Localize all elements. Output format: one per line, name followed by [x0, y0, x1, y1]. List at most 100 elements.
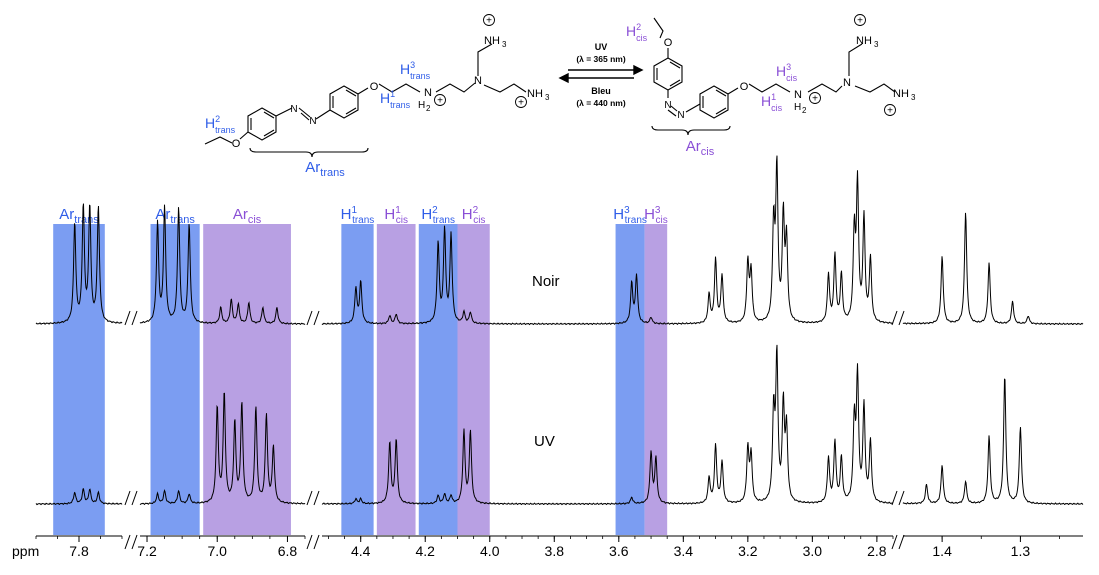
highlight-band-ar-cis [203, 224, 291, 535]
spectrum-trace-noir-segment-2 [321, 155, 894, 326]
x-tick-label: 3.0 [803, 543, 823, 559]
highlight-label: Arcis [233, 206, 262, 226]
label-noir: Noir [532, 273, 560, 290]
scheme-label-h1-trans: H1 trans [380, 89, 411, 110]
x-tick-label: 4.2 [415, 543, 435, 559]
highlight-bands [53, 224, 668, 535]
highlight-label: H3 cis [644, 205, 668, 226]
x-tick-label: 4.0 [480, 543, 500, 559]
nmr-chart: Artrans Artrans Arcis H1 trans H1 cis H2 trans H2… [12, 155, 1084, 559]
svg-text:+: + [518, 98, 524, 109]
trans-azo-n2: N [309, 116, 316, 127]
axis-break-mark [891, 490, 898, 506]
axis-break-mark [306, 310, 313, 326]
reaction-scheme [204, 17, 896, 158]
highlight-band-ar-trans [150, 224, 200, 535]
axis-break-mark [131, 310, 138, 326]
plus-charge: + [854, 14, 866, 27]
highlight-label: H2 cis [462, 205, 486, 226]
cis-oxygen: O [664, 37, 673, 49]
spectrum-trace-uv-segment-3 [902, 378, 1084, 506]
trans-oxygen: O [232, 138, 241, 150]
highlight-label: H2 trans [421, 205, 455, 226]
spectrum-trace-noir-segment-3 [902, 212, 1084, 326]
scheme-label-h1-cis: H1 cis [761, 92, 783, 113]
cis-nh2-h: H [794, 102, 801, 113]
x-tick-label: 7.8 [69, 543, 89, 559]
benzene-ring-right-cis [699, 85, 729, 119]
axis-break-mark [891, 310, 898, 326]
trans-nh3-top-sub: 3 [502, 40, 507, 49]
cis-nh2-n: N [794, 89, 802, 101]
scheme-label-h2-trans: H2 trans [205, 114, 236, 135]
scheme-proton-labels: H2 trans H1 trans H3 trans H2 cis H1 cis H3 cis Artr… [205, 22, 798, 179]
spectrum-trace-noir-segment-0 [35, 203, 123, 325]
brace-trans [249, 147, 369, 158]
spectrum-trace-noir-segment-1 [139, 204, 306, 326]
highlight-labels: Artrans Artrans Arcis H1 trans H1 cis H2 trans H2… [59, 205, 667, 226]
x-tick-label: 7.0 [207, 543, 227, 559]
plus-charge: + [884, 104, 896, 117]
arrow-bottom-label: Bleu [591, 86, 611, 96]
trans-nh3-top: NH [484, 35, 500, 47]
svg-text:+: + [857, 16, 863, 27]
benzene-ring-right-trans [329, 85, 359, 119]
axis-break-mark [898, 534, 905, 550]
highlight-label: H3 trans [613, 205, 647, 226]
axis-breaks [124, 310, 905, 550]
highlight-band-h1-cis [376, 224, 416, 535]
trans-oxygen-2: O [370, 81, 379, 93]
forward-arrowhead [633, 64, 644, 76]
plus-charge: + [483, 14, 495, 27]
axis-break-mark [124, 534, 131, 550]
plus-charge: + [809, 92, 821, 105]
arrow-top-label: UV [595, 42, 608, 52]
highlight-label: H1 trans [341, 205, 375, 226]
trans-molecule [204, 43, 527, 158]
x-axis: 7.8 7.2 7.0 6.8 4.4 4.2 4.0 3.8 3.6 3.4 3.2 3.0 2.8 1… [35, 535, 1083, 559]
scheme-label-h3-cis: H3 cis [776, 62, 798, 83]
benzene-ring-left-trans [247, 107, 277, 141]
scheme-label-ar-trans: Artrans [305, 159, 345, 179]
axis-break-mark [131, 490, 138, 506]
trans-azo-n1: N [290, 104, 297, 115]
highlight-label: H1 cis [384, 205, 408, 226]
x-tick-label: 4.4 [351, 543, 371, 559]
axis-break-mark [131, 534, 138, 550]
x-tick-label: 6.8 [278, 543, 298, 559]
highlight-label: Artrans [155, 206, 195, 226]
cis-nh3-bottom-sub: 3 [911, 93, 916, 102]
x-tick-label: 1.4 [932, 543, 952, 559]
plus-charge: + [434, 94, 446, 107]
cis-nh2-sub: 2 [802, 106, 807, 115]
x-axis-label: ppm [12, 543, 39, 559]
axis-break-mark [124, 490, 131, 506]
trans-nh2-sub: 2 [426, 104, 431, 113]
axis-break-mark [898, 490, 905, 506]
axis-break-mark [124, 310, 131, 326]
x-tick-label: 3.6 [609, 543, 629, 559]
cis-nh3-bottom: NH [893, 88, 909, 100]
x-tick-label: 1.3 [1011, 543, 1031, 559]
svg-text:+: + [486, 16, 492, 27]
x-tick-label: 3.2 [738, 543, 758, 559]
cis-tertiary-n: N [843, 77, 851, 89]
highlight-band-h1-trans [341, 224, 374, 535]
brace-cis [651, 125, 731, 136]
svg-text:+: + [437, 96, 443, 107]
axis-break-mark [313, 490, 320, 506]
svg-text:+: + [812, 94, 818, 105]
trans-nh2-h: H [418, 100, 425, 111]
benzene-ring-top-cis [653, 57, 683, 91]
highlight-band-h3-cis [644, 224, 668, 535]
spectra [35, 155, 1084, 506]
scheme-label-h3-trans: H3 trans [400, 60, 431, 81]
axis-break-mark [306, 490, 313, 506]
charge-markers: + + + + + + [434, 14, 896, 117]
x-tick-label: 3.8 [545, 543, 565, 559]
x-tick-label: 7.2 [137, 543, 157, 559]
cis-azo-n1: N [664, 100, 671, 111]
arrow-top-wavelength: (λ = 365 nm) [576, 54, 626, 64]
